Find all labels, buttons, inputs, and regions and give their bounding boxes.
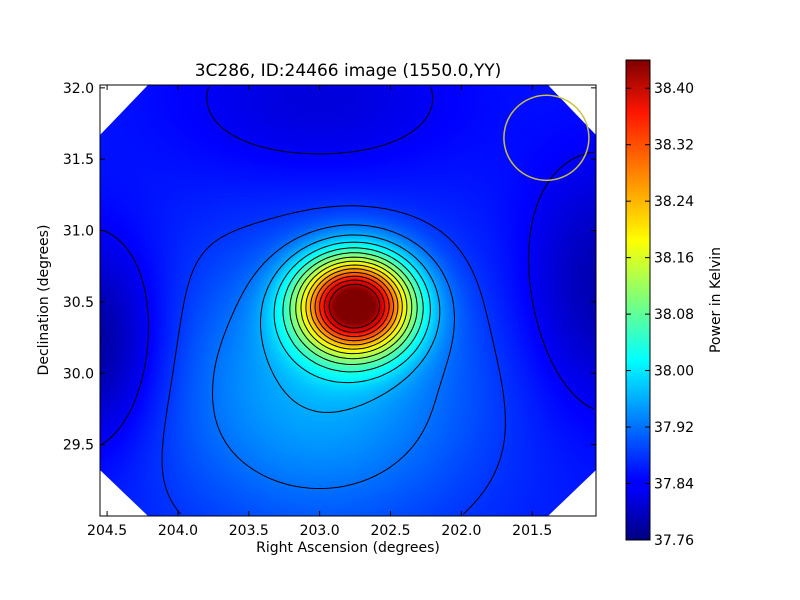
x-tick-label: 204.5	[87, 523, 127, 539]
x-tick-label: 202.0	[441, 523, 481, 539]
colorbar	[625, 59, 651, 541]
contour-line	[314, 271, 395, 342]
contour-line	[260, 234, 441, 413]
x-tick-label: 201.5	[512, 523, 552, 539]
contour-line	[212, 224, 455, 489]
heatmap-image	[100, 85, 596, 516]
colorbar-tick-label: 38.16	[654, 251, 694, 267]
colorbar-tick-label: 38.08	[654, 307, 694, 323]
chart-title: 3C286, ID:24466 image (1550.0,YY)	[195, 61, 502, 81]
x-axis-label: Right Ascension (degrees)	[256, 540, 440, 556]
y-tick-label: 32.0	[63, 81, 94, 97]
y-tick-label: 31.0	[63, 224, 94, 240]
y-axis: 29.5 30.0 30.5 31.0 31.5 32.0	[63, 81, 596, 454]
heatmap-raster	[100, 85, 596, 516]
contour-line	[161, 205, 506, 515]
x-axis: 204.5 204.0 203.5 203.0 202.5 202.0 201.5	[87, 85, 552, 539]
colorbar-tick-label: 37.92	[654, 420, 694, 436]
colorbar-tick-label: 38.00	[654, 364, 694, 380]
contour-line	[295, 256, 413, 360]
colorbar-tick-label: 38.40	[654, 81, 694, 97]
y-tick-label: 30.5	[63, 295, 94, 311]
colorbar-ticks: 37.76 37.84 37.92 38.00 38.08 38.16 38.24 38.32…	[626, 81, 694, 549]
colorbar-tick-label: 37.84	[654, 477, 694, 493]
contour-line	[319, 275, 390, 338]
x-tick-label: 203.5	[229, 523, 269, 539]
plot-frame	[99, 84, 597, 517]
x-tick-label: 204.0	[158, 523, 198, 539]
contour-line	[273, 241, 431, 384]
y-axis-label: Declination (degrees)	[36, 225, 52, 376]
beam-circle	[503, 94, 590, 182]
contour-line	[305, 264, 403, 350]
contour-line	[328, 283, 381, 329]
y-tick-label: 30.0	[63, 366, 94, 382]
contour-line	[323, 279, 386, 333]
colorbar-tick-label: 37.76	[654, 533, 694, 549]
y-tick-label: 31.5	[63, 152, 94, 168]
y-tick-label: 29.5	[63, 438, 94, 454]
contour-line	[101, 86, 595, 445]
x-tick-label: 203.0	[300, 523, 340, 539]
x-tick-label: 202.5	[370, 523, 410, 539]
contour-line	[289, 252, 418, 365]
colorbar-tick-label: 38.32	[654, 138, 694, 154]
contour-line	[310, 268, 399, 346]
contour-lines	[101, 86, 595, 515]
contour-line	[282, 247, 424, 373]
contour-line	[300, 260, 408, 355]
colorbar-label: Power in Kelvin	[708, 247, 724, 353]
colorbar-tick-label: 38.24	[654, 194, 694, 210]
